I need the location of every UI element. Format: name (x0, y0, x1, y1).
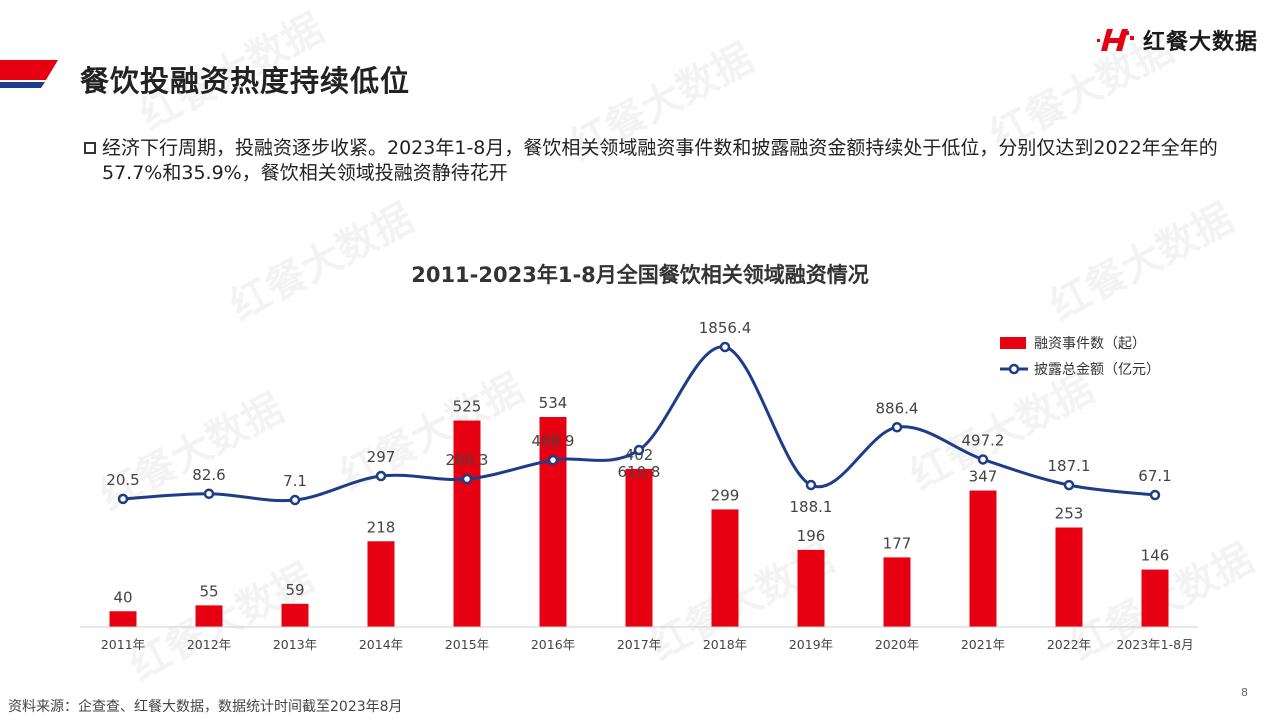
legend-bar-swatch (1000, 337, 1026, 349)
page-number: 8 (1241, 686, 1248, 699)
bar-value-label: 525 (453, 398, 482, 416)
bar (539, 417, 567, 627)
line-point (203, 488, 215, 500)
summary-bullet: 经济下行周期，投融资逐步收紧。2023年1-8月，餐饮相关领域融资事件数和披露融… (84, 136, 1224, 186)
bar-value-label: 218 (367, 518, 396, 536)
bar (625, 468, 653, 627)
x-tick-label: 2023年1-8月 (1116, 637, 1193, 652)
x-tick-label: 2021年 (961, 637, 1005, 652)
x-tick-label: 2022年 (1047, 637, 1091, 652)
bar-value-label: 253 (1055, 505, 1084, 523)
line-value-label: 297 (367, 448, 396, 466)
bar-value-label: 55 (199, 582, 218, 600)
logo-icon (1096, 29, 1134, 51)
bars-group (109, 417, 1169, 627)
bar (195, 605, 223, 627)
chart-title: 2011-2023年1-8月全国餐饮相关领域融资情况 (411, 263, 869, 287)
line-point (461, 473, 473, 485)
x-tick-label: 2020年 (875, 637, 919, 652)
line-point (289, 494, 301, 506)
line-value-label: 260.3 (446, 451, 489, 469)
line-point (891, 422, 903, 433)
bar (1055, 527, 1083, 627)
line-value-label: 886.4 (876, 399, 919, 417)
x-tick-label: 2016年 (531, 637, 575, 652)
bar-labels-group: 405559218525534402299196177347253146 (113, 394, 1169, 606)
line-point (375, 470, 387, 482)
x-tick-label: 2014年 (359, 637, 403, 652)
bar-value-label: 299 (711, 486, 740, 504)
bar (1141, 569, 1169, 627)
legend-line-label: 披露总金额（亿元） (1034, 362, 1160, 378)
x-tick-label: 2019年 (789, 637, 833, 652)
bar (969, 490, 997, 627)
bar (109, 611, 137, 627)
line-value-label: 497.2 (962, 431, 1005, 449)
data-source-note: 资料来源：企查查、红餐大数据，数据统计时间截至2023年8月 (8, 699, 403, 715)
line-value-label: 67.1 (1138, 467, 1171, 485)
line-value-label: 187.1 (1048, 457, 1091, 475)
line-value-label: 82.6 (192, 466, 225, 484)
line-value-label: 610.8 (618, 463, 661, 481)
bar (453, 420, 481, 627)
financing-chart: 405559218525534402299196177347253146 201… (80, 319, 1198, 652)
line-point (633, 444, 645, 456)
bar-value-label: 177 (883, 534, 912, 552)
bar-value-label: 40 (113, 588, 132, 606)
x-tick-label: 2015年 (445, 637, 489, 652)
bar (367, 541, 395, 627)
title-accent-bar (0, 60, 58, 88)
line-point (1149, 489, 1161, 501)
bar-value-label: 347 (969, 468, 998, 486)
x-tick-label: 2017年 (617, 637, 661, 652)
x-tick-label: 2013年 (273, 637, 317, 652)
line-point (977, 454, 989, 465)
bar (883, 557, 911, 627)
x-tick-labels-group: 2011年 2012年 2013年 2014年 2015年 2016年 2017年 2018年… (101, 637, 1194, 652)
legend: 融资事件数（起） 披露总金额（亿元） (1000, 336, 1160, 378)
bar-value-label: 196 (797, 527, 826, 545)
bar-value-label: 534 (539, 394, 568, 412)
points-group (117, 341, 1161, 506)
line-point (805, 479, 817, 491)
bar (797, 549, 825, 627)
line-point (117, 493, 129, 505)
brand-logo: 红餐大数据 (1096, 24, 1258, 56)
line-value-label: 1856.4 (699, 319, 752, 337)
bar (711, 509, 739, 627)
line-value-label: 20.5 (106, 471, 139, 489)
x-tick-label: 2018年 (703, 637, 747, 652)
x-tick-label: 2012年 (187, 637, 231, 652)
bar (281, 603, 309, 627)
page-title: 餐饮投融资热度持续低位 (80, 64, 411, 98)
line-point (1063, 479, 1075, 491)
logo-text: 红餐大数据 (1142, 30, 1258, 55)
line-value-label: 488.9 (532, 432, 575, 450)
summary-text: 经济下行周期，投融资逐步收紧。2023年1-8月，餐饮相关领域融资事件数和披露融… (102, 137, 1218, 184)
line-labels-group: 20.5 82.6 7.1 297 260.3 488.9 610.8 1856.4 188.1… (106, 319, 1171, 516)
square-bullet-icon (84, 142, 96, 154)
line-point (719, 341, 731, 353)
bar-value-label: 146 (1141, 547, 1170, 565)
line-value-label: 7.1 (283, 472, 307, 490)
legend-bar-label: 融资事件数（起） (1034, 336, 1146, 352)
x-tick-label: 2011年 (101, 637, 145, 652)
line-value-label: 188.1 (790, 498, 833, 516)
bar-value-label: 59 (285, 581, 304, 599)
legend-line-marker (1008, 363, 1020, 375)
line-point (547, 454, 559, 466)
